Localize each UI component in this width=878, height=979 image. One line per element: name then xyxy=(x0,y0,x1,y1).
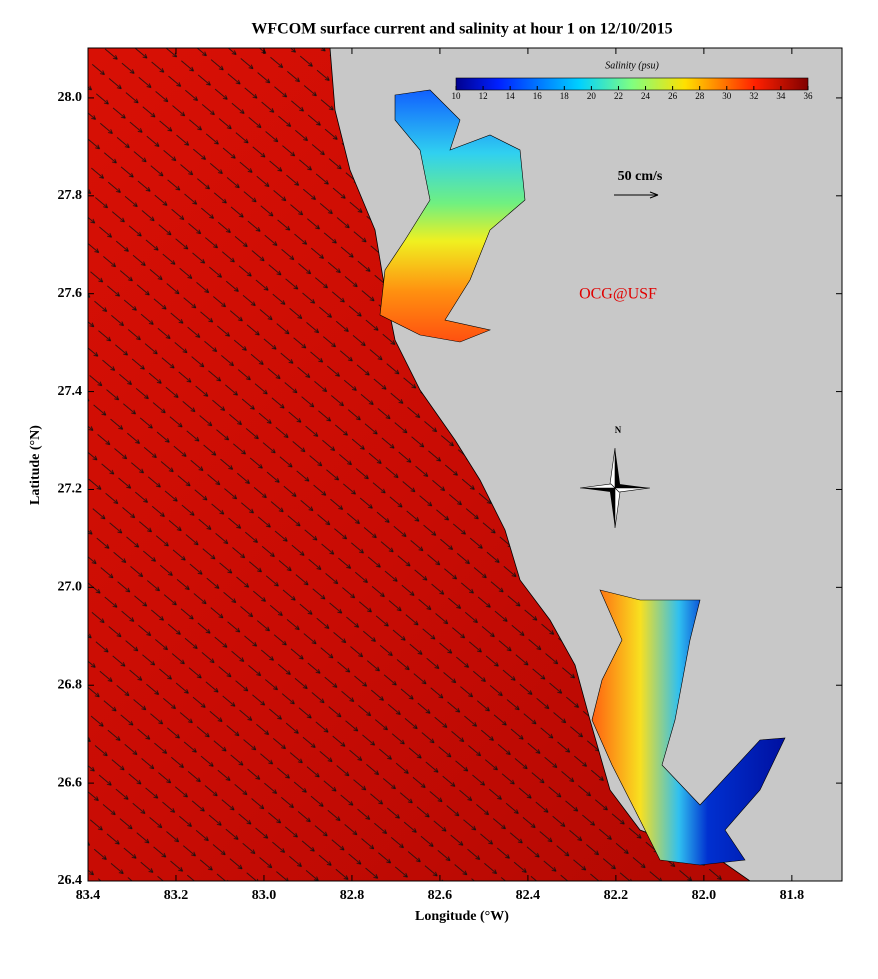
y-tick-label: 26.8 xyxy=(58,677,83,692)
credit: OCG@USF xyxy=(579,286,657,303)
colorbar-tick-label: 18 xyxy=(560,91,570,101)
y-tick-label: 27.6 xyxy=(58,286,83,301)
north-label: N xyxy=(615,425,622,435)
colorbar-tick-label: 12 xyxy=(479,91,488,101)
title: WFCOM surface current and salinity at ho… xyxy=(251,21,672,38)
colorbar-tick-label: 10 xyxy=(452,91,462,101)
scale-label: 50 cm/s xyxy=(618,169,663,184)
x-tick-label: 83.2 xyxy=(164,888,189,903)
x-tick-label: 82.2 xyxy=(604,888,629,903)
colorbar-tick-label: 22 xyxy=(614,91,623,101)
colorbar xyxy=(455,77,809,91)
charlotte-harbor xyxy=(591,589,786,866)
colorbar-tick-label: 26 xyxy=(668,91,678,101)
colorbar-tick-label: 20 xyxy=(587,91,597,101)
x-tick-label: 81.8 xyxy=(780,888,805,903)
colorbar-tick-label: 24 xyxy=(641,91,651,101)
y-tick-label: 27.2 xyxy=(58,482,83,497)
y-tick-label: 26.4 xyxy=(58,873,83,888)
tampa-bay xyxy=(379,89,526,343)
colorbar-tick-label: 32 xyxy=(749,91,758,101)
map-area xyxy=(88,48,842,881)
plot-frame xyxy=(87,47,843,882)
colorbar-tick-label: 14 xyxy=(506,91,516,101)
colorbar-tick-label: 16 xyxy=(533,91,543,101)
y-tick-label: 28.0 xyxy=(58,90,83,105)
colorbar-tick-label: 36 xyxy=(804,91,814,101)
x-tick-label: 83.4 xyxy=(76,888,101,903)
y-tick-label: 27.0 xyxy=(58,580,83,595)
x-axis-label: Longitude (°W) xyxy=(415,909,509,924)
colorbar-tick-label: 34 xyxy=(776,91,786,101)
compass xyxy=(579,447,651,529)
colorbar-label: Salinity (psu) xyxy=(605,60,659,71)
y-tick-label: 27.8 xyxy=(58,188,83,203)
x-tick-label: 82.6 xyxy=(428,888,453,903)
y-axis-label: Latitude (°N) xyxy=(28,425,43,505)
x-tick-label: 83.0 xyxy=(252,888,277,903)
x-tick-label: 82.4 xyxy=(516,888,541,903)
scale-arrow-head xyxy=(649,191,659,199)
x-tick-label: 82.0 xyxy=(692,888,717,903)
x-tick-label: 82.8 xyxy=(340,888,365,903)
y-tick-label: 27.4 xyxy=(58,384,83,399)
colorbar-tick-label: 30 xyxy=(722,91,732,101)
colorbar-tick-label: 28 xyxy=(695,91,705,101)
y-tick-label: 26.6 xyxy=(58,775,83,790)
